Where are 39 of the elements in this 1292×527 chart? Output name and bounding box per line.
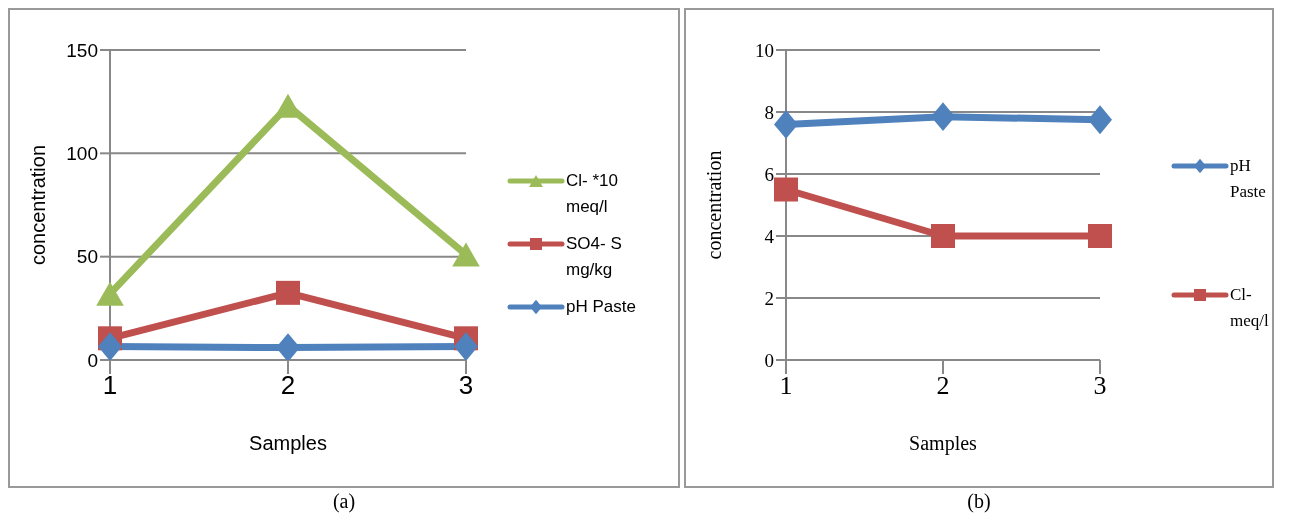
point bbox=[98, 332, 122, 360]
legend-label: pH Paste bbox=[566, 295, 637, 318]
x-axis-title: Samples bbox=[249, 432, 327, 454]
x-tick-label: 2 bbox=[280, 370, 296, 401]
point bbox=[276, 280, 300, 305]
y-axis-title: concentration bbox=[703, 150, 726, 260]
point bbox=[1088, 105, 1112, 135]
y-tick-label: 2 bbox=[764, 287, 774, 309]
text: (b) bbox=[967, 490, 991, 513]
y-axis-title: concentration bbox=[27, 144, 50, 266]
x-tick-label: 1 bbox=[102, 370, 118, 401]
y-tick-label: 4 bbox=[764, 225, 775, 247]
point bbox=[1088, 224, 1112, 248]
y-tick-label: 8 bbox=[764, 101, 774, 123]
point bbox=[276, 333, 300, 360]
point bbox=[452, 242, 480, 267]
y-tick-label: 6 bbox=[764, 163, 774, 185]
x-axis-title: Samples bbox=[909, 432, 978, 455]
point bbox=[454, 332, 478, 360]
y-tick-label: 0 bbox=[764, 349, 774, 371]
legend-label: Cl- meq/l bbox=[1230, 284, 1269, 332]
y-tick-label: 10 bbox=[755, 39, 774, 61]
y-tick-label: 0 bbox=[87, 349, 98, 371]
legend-label: pH Paste bbox=[1230, 155, 1266, 203]
legend-label: Cl- *10 meq/l bbox=[566, 169, 619, 218]
x-tick-label: 1 bbox=[779, 371, 793, 401]
y-tick-label: 150 bbox=[66, 39, 98, 61]
x-tick-label: 3 bbox=[458, 370, 474, 401]
legend-label: SO4- S mg/kg bbox=[566, 232, 623, 281]
point bbox=[774, 177, 798, 202]
text: (a) bbox=[332, 490, 356, 513]
point bbox=[931, 102, 955, 132]
y-tick-label: 50 bbox=[76, 246, 98, 268]
point bbox=[931, 224, 955, 248]
x-tick-label: 2 bbox=[936, 371, 950, 401]
point bbox=[774, 110, 798, 139]
point bbox=[96, 281, 124, 306]
y-tick-label: 100 bbox=[66, 143, 98, 165]
x-tick-label: 3 bbox=[1093, 371, 1107, 401]
